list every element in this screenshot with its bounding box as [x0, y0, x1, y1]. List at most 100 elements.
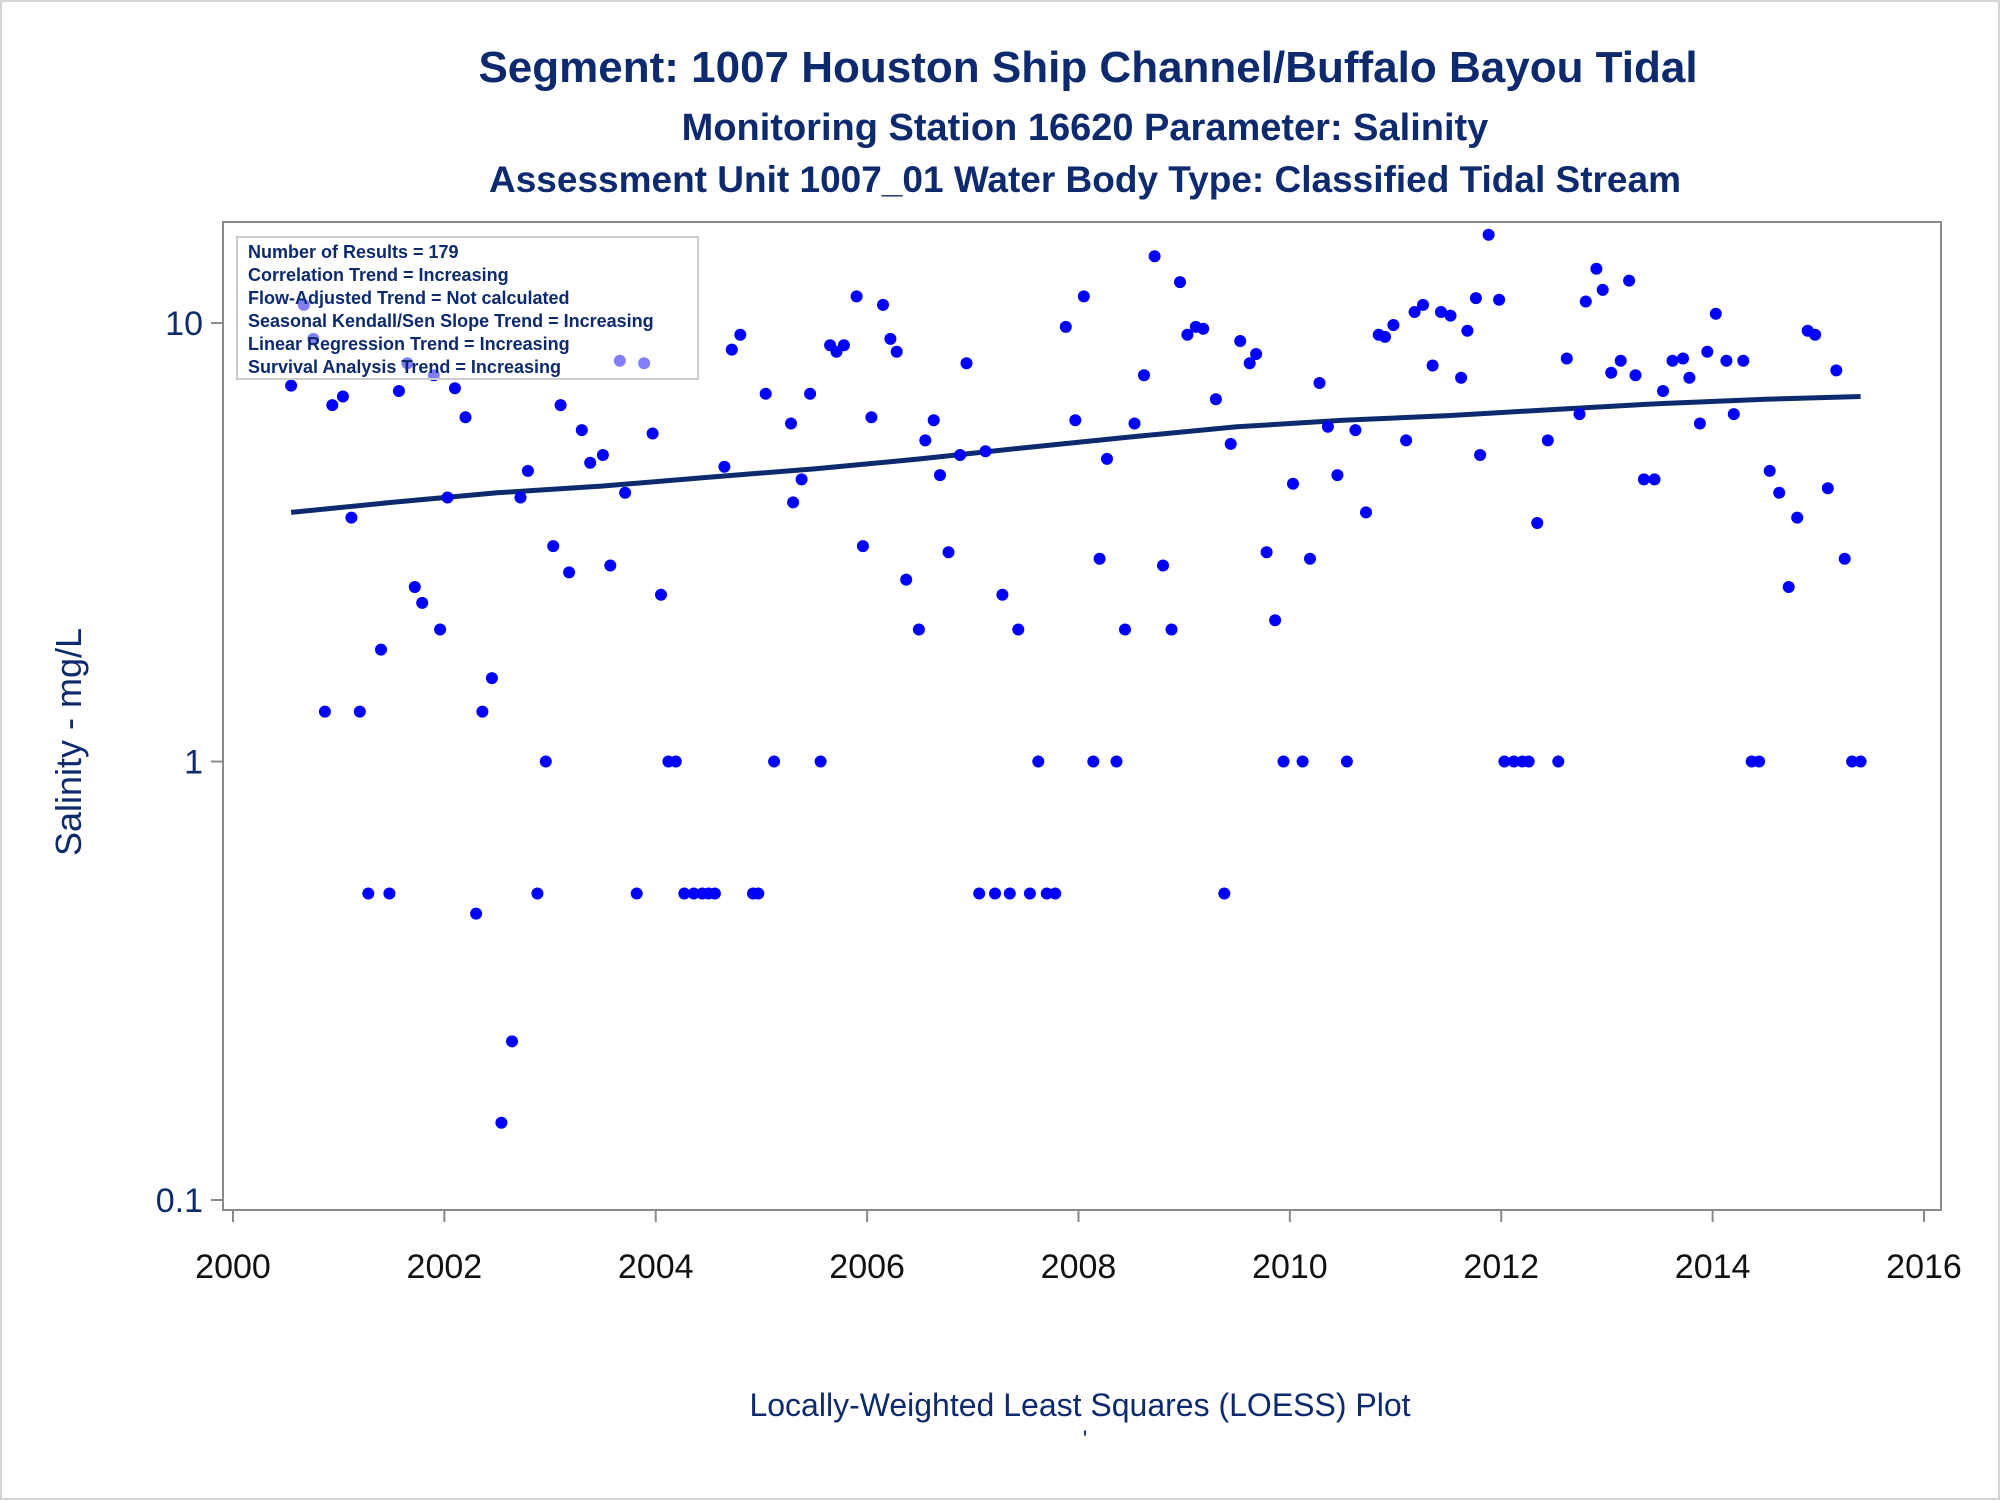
data-point — [1435, 306, 1447, 318]
x-axis: 2000 2002 2004 2006 2008 2010 2012 2014 2016 — [195, 1209, 1962, 1286]
data-point — [554, 399, 567, 412]
data-point — [655, 588, 667, 601]
data-point — [1782, 581, 1795, 593]
data-point — [934, 469, 946, 482]
data-point — [973, 887, 986, 900]
x-tick-label: 2000 — [195, 1248, 271, 1286]
data-point — [1360, 506, 1372, 519]
data-point — [1791, 511, 1804, 524]
data-point — [669, 755, 682, 768]
loess-trend-layer — [290, 394, 1861, 515]
data-point — [1234, 335, 1247, 347]
data-point — [687, 887, 700, 900]
info-box: Number of Results = 179 Correlation Tren… — [236, 236, 699, 380]
data-point — [785, 417, 797, 430]
data-point — [506, 1035, 518, 1048]
x-axis-label: Locally-Weighted Least Squares (LOESS) P… — [749, 1387, 1410, 1423]
data-point — [1321, 420, 1334, 433]
data-point — [708, 887, 721, 900]
data-point — [596, 449, 609, 461]
data-point — [383, 887, 396, 900]
data-point — [814, 755, 827, 768]
data-point — [1596, 283, 1609, 296]
data-point — [960, 357, 973, 370]
data-point — [752, 887, 765, 900]
data-point — [1296, 755, 1309, 768]
data-point — [1720, 354, 1733, 367]
data-point — [1701, 345, 1714, 358]
chart-subtitle-station: Monitoring Station 16620 Parameter: Sali… — [682, 107, 1489, 149]
data-point — [408, 581, 421, 593]
data-point — [1552, 755, 1565, 768]
data-point — [1417, 298, 1429, 311]
data-point — [1049, 887, 1062, 900]
data-point — [804, 387, 817, 400]
y-axis-label: Salinity - mg/L — [48, 628, 89, 856]
data-point — [1077, 290, 1090, 303]
data-point — [1138, 369, 1150, 382]
data-point — [495, 1116, 508, 1129]
x-tick-label: 2006 — [829, 1248, 905, 1286]
data-point — [1809, 328, 1822, 341]
data-point — [1119, 623, 1131, 636]
data-point — [850, 290, 863, 303]
data-point — [1821, 482, 1834, 495]
data-point — [1455, 371, 1468, 384]
chart-title: Segment: 1007 Houston Ship Channel/Buffa… — [478, 43, 1697, 92]
data-point — [392, 385, 405, 397]
data-point — [336, 390, 349, 403]
data-point — [1531, 517, 1544, 529]
data-point — [1387, 319, 1400, 331]
data-point — [1340, 755, 1353, 768]
data-point — [476, 705, 489, 718]
data-point — [459, 411, 472, 424]
footnote-mark: ' — [1083, 1426, 1088, 1453]
data-point — [1493, 293, 1506, 306]
data-point — [787, 496, 800, 509]
data-point — [996, 588, 1009, 601]
data-points-layer — [285, 228, 1867, 1129]
data-point — [1331, 469, 1344, 482]
data-point — [1128, 417, 1141, 430]
data-point — [1522, 755, 1535, 768]
data-point — [1069, 414, 1082, 427]
data-point — [1408, 306, 1421, 318]
x-tick-label: 2002 — [407, 1248, 483, 1286]
info-box-frame — [236, 236, 699, 380]
data-point — [539, 755, 552, 768]
data-point — [1482, 228, 1495, 241]
data-point — [1637, 473, 1650, 486]
data-point — [1629, 369, 1642, 382]
info-line-correlation: Correlation Trend = Increasing — [248, 265, 509, 285]
data-point — [1243, 357, 1256, 370]
data-point — [1854, 755, 1867, 768]
data-point — [954, 449, 967, 461]
data-point — [1573, 408, 1586, 421]
data-point — [1349, 424, 1362, 437]
data-point — [630, 887, 643, 900]
data-point — [1379, 330, 1391, 343]
data-point — [890, 345, 903, 358]
data-point — [678, 887, 691, 900]
data-point — [1218, 887, 1231, 900]
data-point — [1838, 552, 1851, 565]
data-point — [1181, 328, 1194, 341]
data-point — [1023, 887, 1036, 900]
data-point — [725, 343, 738, 356]
data-point — [1605, 366, 1618, 379]
data-point — [434, 623, 447, 636]
data-point — [1012, 623, 1025, 636]
data-point — [575, 424, 588, 437]
data-point — [1727, 408, 1740, 421]
x-tick-label: 2004 — [618, 1248, 694, 1286]
data-point — [1400, 434, 1413, 447]
data-point — [1560, 352, 1573, 365]
data-point — [1260, 546, 1273, 559]
data-point — [1032, 755, 1045, 768]
x-tick-label: 2014 — [1675, 1248, 1751, 1286]
data-point — [927, 414, 940, 427]
data-point — [734, 328, 747, 341]
data-point — [1165, 623, 1178, 636]
data-point — [375, 643, 387, 656]
data-point — [1709, 307, 1722, 320]
